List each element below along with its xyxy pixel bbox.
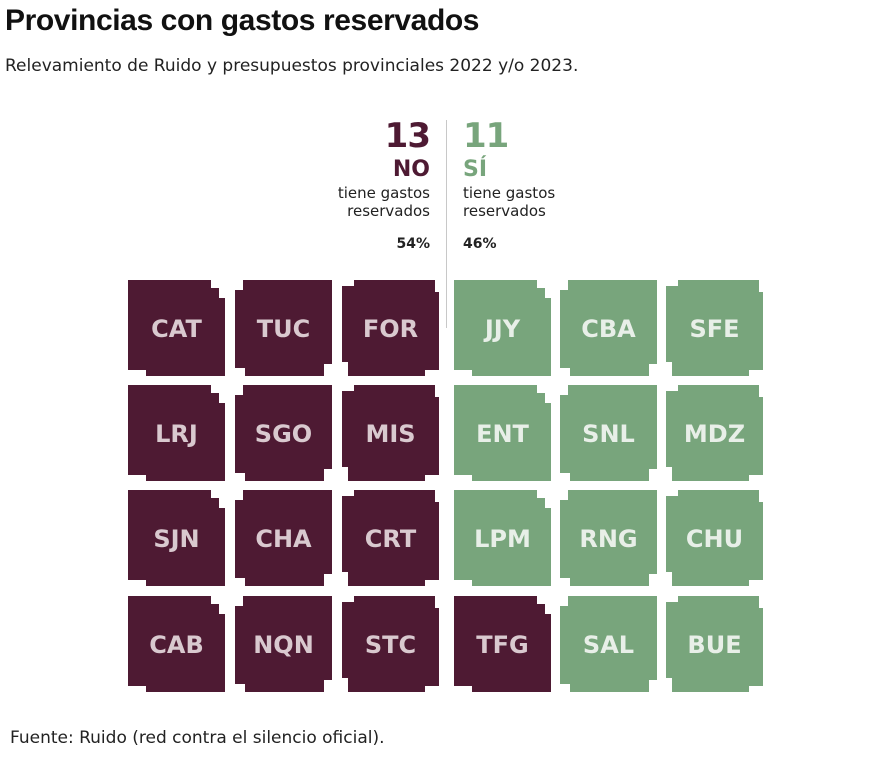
province-shape xyxy=(342,385,439,481)
province-tile-crt: CRT xyxy=(342,490,439,586)
chart-title: Provincias con gastos reservados xyxy=(5,4,480,37)
no-description-line2: reservados xyxy=(347,202,430,220)
province-code-label: SFE xyxy=(689,315,739,343)
province-tile-cat: CAT xyxy=(128,280,225,376)
no-description-line1: tiene gastos xyxy=(337,184,430,202)
province-shape xyxy=(454,490,551,586)
province-code-label: RNG xyxy=(579,525,637,553)
no-percent: 54% xyxy=(396,236,430,252)
si-description: tiene gastos reservados xyxy=(463,184,623,220)
province-tile-cab: CAB xyxy=(128,596,225,692)
province-tile-chu: CHU xyxy=(666,490,763,586)
province-shape xyxy=(666,280,763,376)
province-code-label: LRJ xyxy=(155,420,198,448)
province-tile-stc: STC xyxy=(342,596,439,692)
province-shape xyxy=(342,596,439,692)
province-code-label: SGO xyxy=(255,420,312,448)
si-count: 11 xyxy=(463,116,509,156)
province-code-label: SJN xyxy=(153,525,199,553)
si-percent: 46% xyxy=(463,236,497,252)
province-code-label: JJY xyxy=(483,315,521,343)
province-shape xyxy=(560,385,657,481)
province-code-label: STC xyxy=(365,631,416,659)
province-shape xyxy=(454,596,551,692)
province-code-label: FOR xyxy=(363,315,418,343)
province-code-label: SAL xyxy=(583,631,634,659)
province-code-label: SNL xyxy=(582,420,635,448)
province-shape xyxy=(666,490,763,586)
si-description-line2: reservados xyxy=(463,202,546,220)
province-shape xyxy=(342,280,439,376)
province-tile-jjy: JJY xyxy=(454,280,551,376)
province-shape xyxy=(235,280,332,376)
province-shape xyxy=(454,385,551,481)
province-code-label: TFG xyxy=(476,631,528,659)
province-code-label: TUC xyxy=(257,315,310,343)
province-shape xyxy=(128,490,225,586)
province-code-label: NQN xyxy=(253,631,314,659)
province-tile-sgo: SGO xyxy=(235,385,332,481)
si-label: SÍ xyxy=(463,157,488,182)
province-shape xyxy=(235,385,332,481)
province-tile-cha: CHA xyxy=(235,490,332,586)
province-tile-sfe: SFE xyxy=(666,280,763,376)
province-tile-sjn: SJN xyxy=(128,490,225,586)
province-tile-for: FOR xyxy=(342,280,439,376)
province-code-label: CBA xyxy=(581,315,636,343)
province-shape xyxy=(560,596,657,692)
group-divider xyxy=(446,120,447,328)
province-shape xyxy=(560,280,657,376)
province-code-label: MIS xyxy=(365,420,415,448)
province-shape xyxy=(666,596,763,692)
source-note: Fuente: Ruido (red contra el silencio of… xyxy=(10,728,385,748)
province-tile-bue: BUE xyxy=(666,596,763,692)
province-code-label: CRT xyxy=(365,525,417,553)
province-tile-ent: ENT xyxy=(454,385,551,481)
province-code-label: MDZ xyxy=(684,420,745,448)
province-tile-tuc: TUC xyxy=(235,280,332,376)
province-code-label: LPM xyxy=(474,525,531,553)
province-tile-tfg: TFG xyxy=(454,596,551,692)
province-tile-mis: MIS xyxy=(342,385,439,481)
province-shape xyxy=(454,280,551,376)
province-code-label: CHA xyxy=(255,525,312,553)
province-code-label: ENT xyxy=(476,420,529,448)
province-tile-sal: SAL xyxy=(560,596,657,692)
province-tile-nqn: NQN xyxy=(235,596,332,692)
province-tile-lpm: LPM xyxy=(454,490,551,586)
province-code-label: CAB xyxy=(149,631,203,659)
no-label: NO xyxy=(392,157,430,182)
province-tile-cba: CBA xyxy=(560,280,657,376)
province-code-label: CAT xyxy=(151,315,202,343)
chart-subtitle: Relevamiento de Ruido y presupuestos pro… xyxy=(5,56,579,76)
province-shape xyxy=(235,490,332,586)
no-description: tiene gastos reservados xyxy=(270,184,430,220)
province-shape xyxy=(235,596,332,692)
province-shape xyxy=(128,596,225,692)
province-shape xyxy=(342,490,439,586)
province-tile-lrj: LRJ xyxy=(128,385,225,481)
province-tile-rng: RNG xyxy=(560,490,657,586)
province-tile-snl: SNL xyxy=(560,385,657,481)
province-tile-mdz: MDZ xyxy=(666,385,763,481)
province-shape xyxy=(666,385,763,481)
province-shape xyxy=(128,385,225,481)
no-count: 13 xyxy=(384,116,431,156)
province-code-label: CHU xyxy=(686,525,743,553)
province-code-label: BUE xyxy=(687,631,741,659)
si-description-line1: tiene gastos xyxy=(463,184,556,202)
province-shape xyxy=(560,490,657,586)
province-shape xyxy=(128,280,225,376)
